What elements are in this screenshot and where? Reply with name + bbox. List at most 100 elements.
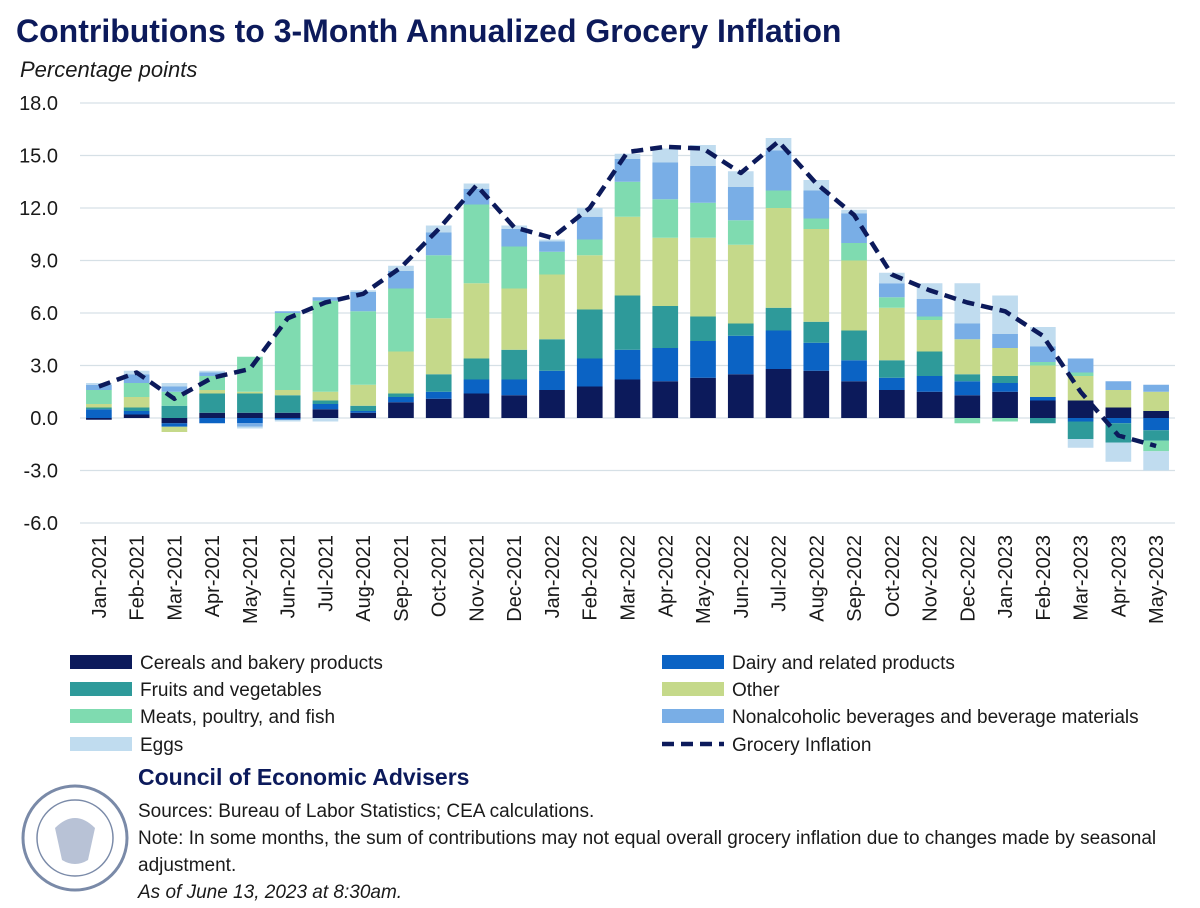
bar-segment [1105, 442, 1132, 462]
bar-segment [576, 309, 603, 359]
bar-segment [576, 358, 603, 387]
bar-segment [614, 153, 641, 159]
x-tick-label: Jan-2022 [542, 535, 564, 618]
bar-segment [954, 323, 981, 340]
bar-segment [161, 405, 188, 418]
seal [21, 784, 129, 892]
bar-segment [161, 418, 188, 424]
bar-segment [916, 391, 943, 418]
bar-segment [765, 307, 792, 331]
bar-segment [350, 411, 377, 413]
x-tick-label: Mar-2022 [618, 535, 640, 621]
bar-segment [274, 390, 301, 396]
bar-segment [86, 384, 112, 390]
bar-segment [1105, 381, 1132, 390]
bar-segment [652, 381, 679, 418]
bar-segment [199, 418, 225, 424]
x-tick-label: Sep-2022 [844, 535, 866, 622]
bar-segment [690, 237, 716, 317]
bar-segment [878, 360, 905, 378]
bar-segment [1143, 384, 1169, 392]
x-tick-label: Apr-2023 [1108, 535, 1130, 617]
bar-segment [501, 225, 528, 229]
bar-segment [1067, 421, 1094, 439]
bar-segment [199, 393, 225, 413]
bar-segment [690, 202, 716, 238]
bar-segment [690, 316, 716, 341]
x-tick-label: Jan-2021 [89, 535, 111, 618]
bar-segment [765, 330, 792, 369]
bar-segment [878, 297, 905, 308]
x-tick-label: Feb-2021 [127, 535, 149, 621]
bar-segment [916, 299, 943, 317]
bar-segment [841, 360, 867, 382]
x-tick-label: Aug-2021 [353, 535, 375, 622]
bar-segment [1067, 372, 1094, 376]
bar-segment [463, 183, 490, 189]
sources: Sources: Bureau of Labor Statistics; CEA… [138, 801, 595, 822]
x-tick-label: May-2021 [240, 535, 262, 624]
note: Note: In some months, the sum of contrib… [138, 828, 1157, 876]
bar-segment [463, 379, 490, 394]
bar-segment [161, 383, 188, 387]
bar-segment [312, 297, 339, 301]
bar-segment [86, 390, 112, 404]
bar-segment [803, 321, 830, 343]
legend-label: Cereals and bakery products [140, 653, 383, 674]
y-tick-label: 9.0 [30, 251, 58, 273]
bar-segment [803, 180, 830, 191]
bar-segment [803, 342, 830, 371]
bar-segment [388, 402, 414, 418]
legend-label: Fruits and vegetables [140, 680, 322, 701]
bar-segment [388, 288, 414, 352]
bar-segment [501, 349, 528, 380]
x-tick-label: Oct-2022 [882, 535, 904, 617]
bar-segment [878, 283, 905, 298]
bar-segment [199, 372, 225, 376]
y-tick-label: 18.0 [19, 93, 58, 115]
bar-segment [539, 251, 565, 275]
bar-segment [1067, 418, 1094, 422]
bar-segment [237, 412, 263, 418]
x-tick-label: Feb-2022 [580, 535, 602, 621]
bar-segment [350, 405, 377, 411]
bar-segment [463, 204, 490, 284]
bar-segment [123, 411, 150, 415]
x-tick-label: Oct-2021 [429, 535, 451, 617]
bar-segment [765, 369, 792, 418]
legend-label: Meats, poultry, and fish [140, 707, 335, 728]
bar-segment [123, 397, 150, 408]
bar-segment [954, 395, 981, 418]
bar-segment [274, 412, 301, 418]
bar-segment [652, 199, 679, 238]
bar-segment [86, 407, 112, 410]
bar-segment [237, 418, 263, 424]
y-tick-label: -3.0 [24, 461, 58, 483]
bar-segment [425, 255, 452, 319]
legend-swatch [662, 655, 724, 669]
bar-segment [727, 244, 754, 324]
bar-segment [312, 300, 339, 392]
legend-label: Grocery Inflation [732, 735, 871, 756]
bar-segment [539, 274, 565, 340]
bar-segment [652, 306, 679, 348]
bar-segment [501, 379, 528, 396]
legend-label: Dairy and related products [732, 653, 955, 674]
bar-segment [727, 220, 754, 245]
bar-segment [765, 190, 792, 208]
bar-segment [652, 148, 679, 163]
bar-segment [312, 400, 339, 404]
bar-segment [727, 374, 754, 418]
y-tick-label: -6.0 [24, 513, 58, 535]
bar-segment [425, 225, 452, 233]
bar-segment [841, 209, 867, 214]
bar-segment [992, 383, 1018, 392]
bar-segment [463, 283, 490, 359]
bar-segment [1143, 418, 1169, 431]
bar-segment [765, 150, 792, 191]
bar-segment [803, 218, 830, 229]
bar-segment [312, 418, 339, 422]
y-tick-label: 3.0 [30, 356, 58, 378]
bar-segment [199, 370, 225, 373]
bar-segment [86, 404, 112, 408]
